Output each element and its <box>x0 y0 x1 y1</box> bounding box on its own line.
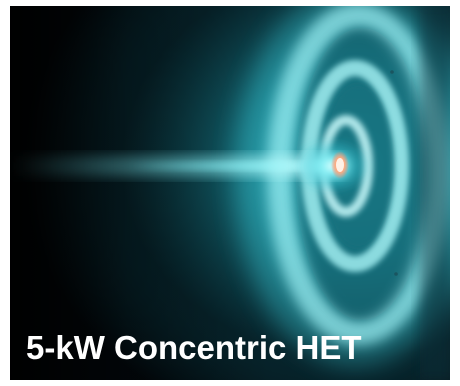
thruster-plume-illustration <box>10 6 450 380</box>
thruster-photo: 5-kW Concentric HET <box>10 6 450 380</box>
image-caption: 5-kW Concentric HET <box>26 329 362 366</box>
